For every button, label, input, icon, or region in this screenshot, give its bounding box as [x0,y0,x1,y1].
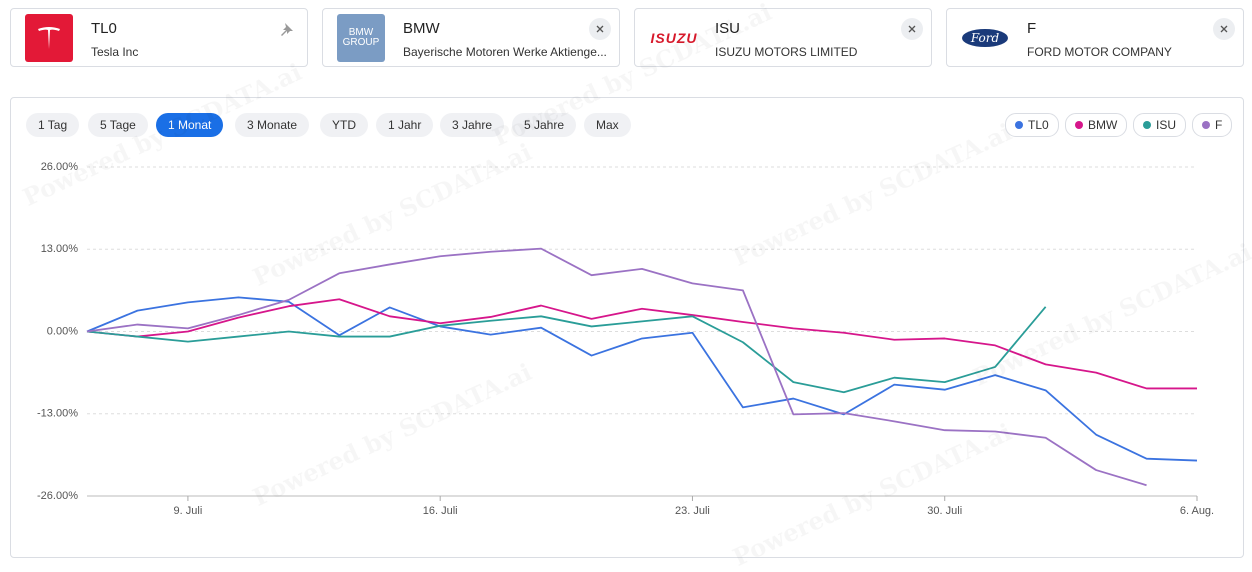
x-tick-label: 16. Juli [423,505,458,517]
series-line [86,306,1047,394]
legend-item[interactable]: F [1192,113,1233,137]
logo-text: Ford [962,29,1008,47]
range-button[interactable]: YTD [320,113,368,137]
y-tick-label: -26.00% [37,490,78,502]
range-button[interactable]: 1 Monat [156,113,224,137]
symbol: TL0 [91,20,117,37]
y-tick-label: 13.00% [41,243,79,255]
legend-label: F [1215,118,1223,132]
pin-icon[interactable] [279,21,295,37]
bmw-logo: BMW GROUP [337,14,385,62]
tesla-logo [25,14,73,62]
ford-logo: Ford [961,14,1009,62]
logo-text: BMW [348,27,374,38]
close-button[interactable] [1213,18,1235,40]
symbol: F [1027,20,1037,37]
legend-label: BMW [1088,118,1118,132]
stock-card[interactable]: BMW GROUP BMW Bayerische Motoren Werke Ak… [322,8,620,67]
stock-card[interactable]: ISUZU ISU ISUZU MOTORS LIMITED [634,8,932,67]
range-button[interactable]: 1 Jahr [376,113,434,137]
isuzu-logo: ISUZU [650,30,698,46]
series-line [86,247,1147,487]
range-button[interactable]: 5 Jahre [512,113,577,137]
x-tick-label: 30. Juli [927,505,962,517]
legend-dot [1202,121,1210,129]
symbol: BMW [403,20,440,37]
company-name: Tesla Inc [91,45,139,59]
close-button[interactable] [901,18,923,40]
range-button[interactable]: 3 Monate [235,113,310,137]
legend-label: TL0 [1028,118,1049,132]
series-line [86,298,1197,390]
legend-dot [1015,121,1023,129]
legend-item[interactable]: ISU [1133,113,1187,137]
legend-item[interactable]: BMW [1065,113,1128,137]
company-name: Bayerische Motoren Werke Aktienge... [403,45,607,59]
stock-card[interactable]: TL0 Tesla Inc [10,8,308,67]
chart-panel [10,97,1244,558]
range-button[interactable]: 5 Tage [88,113,148,137]
y-tick-label: 26.00% [41,161,79,173]
x-tick-label: 6. Aug. [1180,505,1214,517]
series-line [86,296,1198,462]
legend-item[interactable]: TL0 [1005,113,1059,137]
range-button[interactable]: 3 Jahre [440,113,505,137]
range-button[interactable]: 1 Tag [26,113,80,137]
y-tick-label: -13.00% [37,408,78,420]
stock-card[interactable]: Ford F FORD MOTOR COMPANY [946,8,1244,67]
legend-dot [1143,121,1151,129]
x-tick-label: 23. Juli [675,505,710,517]
company-name: FORD MOTOR COMPANY [1027,45,1172,59]
legend-dot [1075,121,1083,129]
y-tick-label: 0.00% [47,325,78,337]
x-tick-label: 9. Juli [174,505,203,517]
legend-label: ISU [1156,118,1177,132]
logo-text: GROUP [342,37,380,48]
close-button[interactable] [589,18,611,40]
symbol: ISU [715,20,741,37]
company-name: ISUZU MOTORS LIMITED [715,45,858,59]
range-button[interactable]: Max [584,113,631,137]
